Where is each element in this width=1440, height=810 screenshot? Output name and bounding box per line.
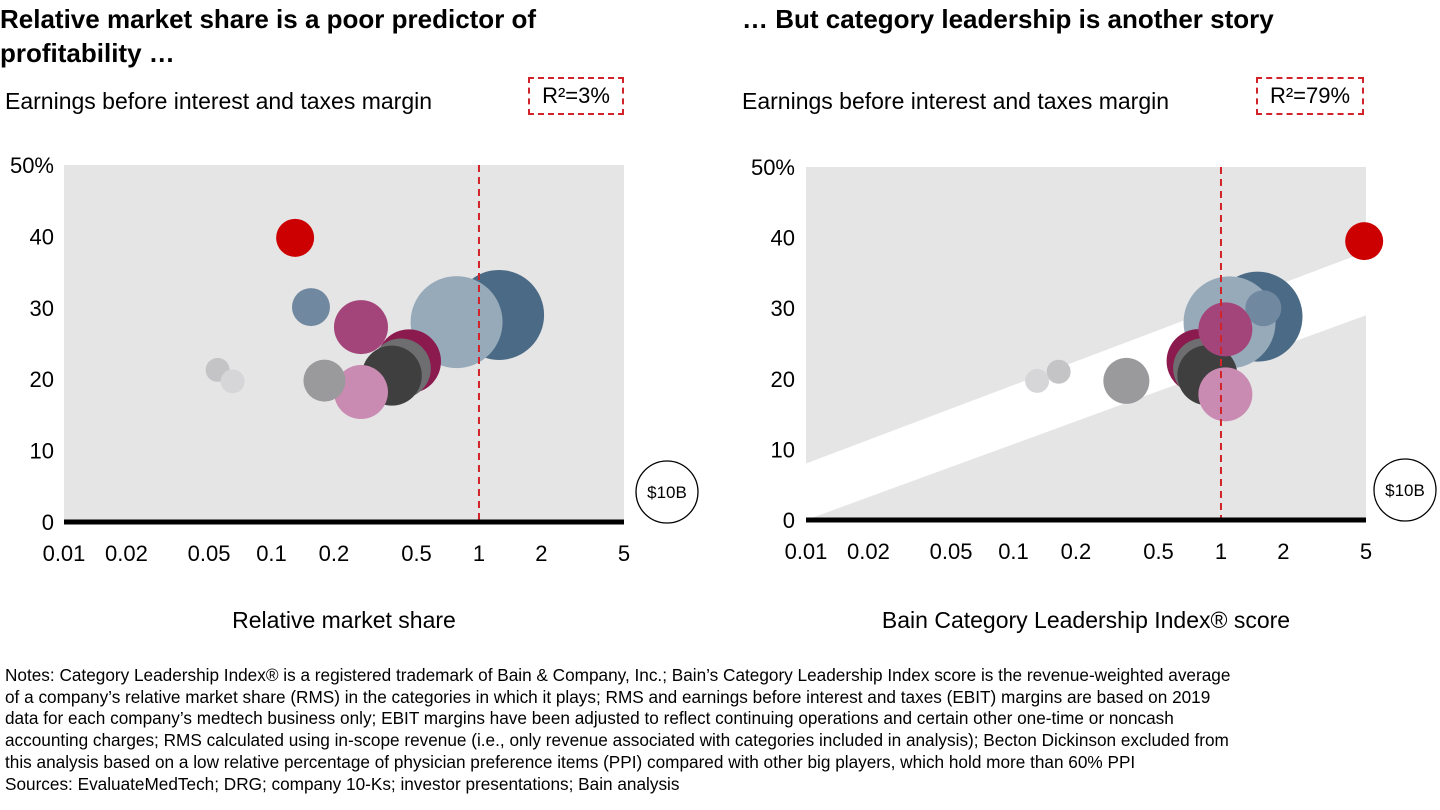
size-legend-label: $10B	[647, 483, 687, 502]
x-tick-label: 1	[1215, 539, 1227, 564]
x-tick-label: 2	[1277, 539, 1289, 564]
y-tick-label: 50%	[10, 153, 54, 178]
notes-line: data for each company’s medtech business…	[5, 708, 1174, 729]
left-y-axis-label: Earnings before interest and taxes margi…	[5, 88, 433, 114]
data-bubble	[1025, 368, 1050, 393]
size-legend-circle	[1373, 458, 1437, 522]
data-bubble	[1198, 302, 1253, 357]
x-tick-label: 0.05	[188, 541, 231, 566]
x-tick-label: 0.1	[998, 539, 1029, 564]
y-tick-label: 30	[771, 296, 795, 321]
left-chart-title: Relative market share is a poor predicto…	[0, 4, 537, 68]
y-tick-label: 20	[30, 367, 54, 392]
x-tick-label: 2	[535, 541, 547, 566]
notes-line: of a company’s relative market share (RM…	[5, 686, 1211, 707]
x-tick-label: 5	[1360, 539, 1372, 564]
footnotes: Notes: Category Leadership Index® is a r…	[5, 665, 1435, 795]
y-tick-label: 0	[783, 508, 795, 533]
x-tick-label: 0.01	[43, 541, 86, 566]
y-tick-label: 0	[42, 510, 54, 535]
data-bubble	[1103, 357, 1150, 404]
left-x-axis-label: Relative market share	[232, 607, 456, 633]
data-bubble	[220, 369, 245, 394]
y-tick-label: 40	[771, 226, 795, 251]
y-tick-label: 50%	[751, 155, 795, 180]
data-bubble	[333, 300, 388, 355]
x-tick-label: 0.02	[847, 539, 890, 564]
x-tick-label: 0.01	[785, 539, 828, 564]
x-tick-label: 0.05	[930, 539, 973, 564]
data-bubble	[333, 365, 388, 420]
y-tick-label: 20	[771, 367, 795, 392]
y-tick-label: 40	[30, 224, 54, 249]
notes-line: this analysis based on a low relative pe…	[5, 751, 1136, 772]
data-bubble	[291, 288, 330, 327]
right-bubble-chart: 0 10 20 30 40 50% 0.01 0.02 0.05 0.1 0.2 0.5 1 2 5 $10B	[751, 155, 1437, 564]
data-bubble	[1345, 222, 1384, 261]
right-y-axis-label: Earnings before interest and taxes margi…	[742, 88, 1170, 114]
notes-line: accounting charges; RMS calculated using…	[5, 730, 1229, 751]
data-bubble	[276, 218, 315, 257]
data-bubble	[303, 359, 346, 402]
x-tick-label: 0.5	[1143, 539, 1174, 564]
data-bubble	[1245, 290, 1282, 327]
data-bubble	[1046, 359, 1071, 384]
size-legend-circle	[635, 460, 699, 524]
y-tick-label: 30	[30, 296, 54, 321]
left-bubble-chart: 0 10 20 30 40 50% 0.01 0.02 0.05 0.1 0.2 0.5 1 2 5 $10B	[10, 153, 699, 566]
data-bubble	[1198, 367, 1253, 422]
y-tick-label: 10	[30, 439, 54, 464]
notes-line: Notes: Category Leadership Index® is a r…	[5, 665, 1231, 685]
right-chart-title: … But category leadership is another sto…	[742, 4, 1274, 34]
y-tick-label: 10	[771, 437, 795, 462]
right-r-squared-annotation: R²=79%	[1256, 77, 1364, 115]
x-tick-label: 0.2	[319, 541, 350, 566]
x-tick-label: 0.5	[401, 541, 432, 566]
x-tick-label: 0.1	[256, 541, 287, 566]
size-legend-label: $10B	[1385, 481, 1425, 500]
left-r-squared-annotation: R²=3%	[528, 77, 624, 115]
x-tick-label: 0.02	[105, 541, 148, 566]
x-tick-label: 0.2	[1061, 539, 1092, 564]
x-tick-label: 5	[618, 541, 630, 566]
x-tick-label: 1	[473, 541, 485, 566]
sources-line: Sources: EvaluateMedTech; DRG; company 1…	[5, 773, 680, 794]
right-x-axis-label: Bain Category Leadership Index® score	[881, 607, 1291, 633]
